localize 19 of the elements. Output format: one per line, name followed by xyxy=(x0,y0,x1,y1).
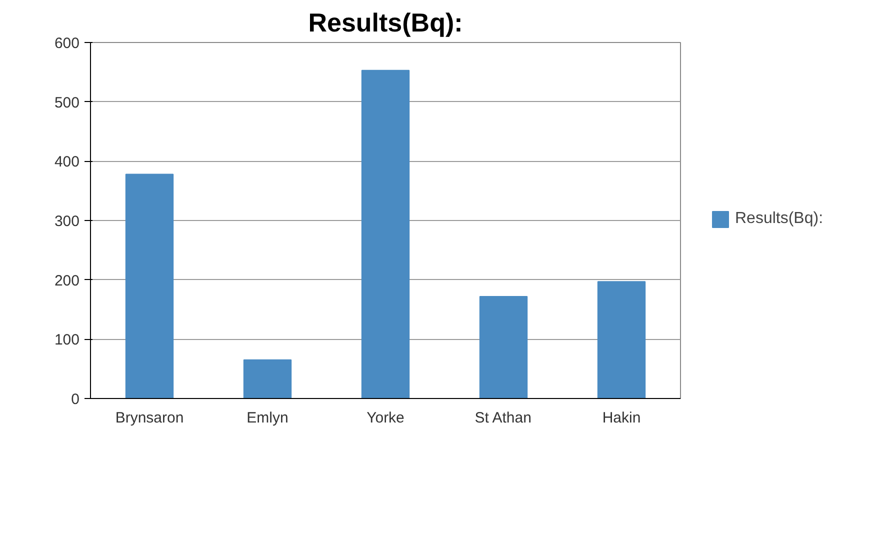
x-tick-label: Brynsaron xyxy=(115,410,184,426)
y-tick-label: 400 xyxy=(54,154,80,171)
chart-title: Results(Bq): xyxy=(308,8,463,38)
y-tick-label: 100 xyxy=(54,332,80,349)
bar xyxy=(597,281,646,398)
bar xyxy=(479,296,528,398)
x-tick-label: Emlyn xyxy=(246,410,288,426)
y-tick-label: 300 xyxy=(54,213,80,230)
x-tick-label: Yorke xyxy=(366,410,404,426)
y-tick-label: 500 xyxy=(54,94,80,112)
bar xyxy=(243,359,292,398)
legend-label: Results(Bq): xyxy=(735,210,824,228)
bar xyxy=(361,70,410,398)
x-tick-label: Hakin xyxy=(602,410,641,426)
y-tick-label: 600 xyxy=(54,35,80,52)
x-tick-label: St Athan xyxy=(474,410,532,426)
y-tick-label: 200 xyxy=(54,272,80,290)
bar xyxy=(125,174,174,398)
y-tick-label: 0 xyxy=(71,391,80,408)
